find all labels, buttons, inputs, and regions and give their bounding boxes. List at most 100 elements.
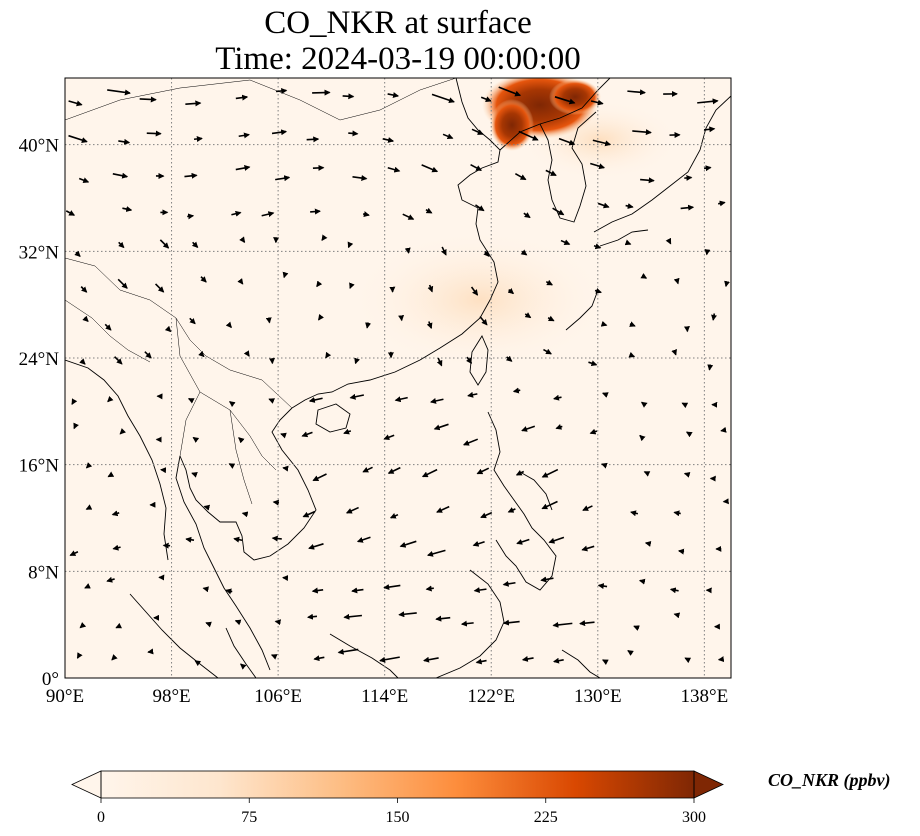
wind-vector bbox=[593, 243, 602, 250]
wind-vector bbox=[238, 132, 250, 139]
wind-vector bbox=[462, 438, 479, 446]
wind-vector bbox=[629, 321, 636, 327]
wind-vector bbox=[523, 212, 531, 219]
wind-vector bbox=[241, 511, 249, 518]
wind-vector bbox=[602, 659, 609, 665]
wind-vector bbox=[122, 206, 133, 212]
concentration-field bbox=[350, 78, 680, 370]
wind-vector bbox=[306, 613, 318, 620]
wind-vector bbox=[588, 360, 598, 367]
wind-vector bbox=[104, 323, 112, 331]
wind-vector bbox=[379, 656, 400, 663]
wind-vector bbox=[271, 129, 288, 136]
wind-vector bbox=[225, 588, 233, 595]
wind-vector bbox=[193, 135, 203, 142]
wind-vector bbox=[554, 96, 576, 105]
wind-vector bbox=[436, 357, 443, 367]
wind-vector bbox=[185, 536, 195, 543]
wind-vector bbox=[582, 505, 593, 511]
y-tick-label: 0° bbox=[42, 669, 59, 690]
wind-vector bbox=[470, 286, 479, 296]
wind-vector bbox=[68, 134, 88, 143]
wind-vector bbox=[318, 313, 325, 321]
wind-vector bbox=[431, 93, 455, 104]
wind-vector bbox=[524, 312, 532, 319]
wind-vector bbox=[707, 364, 714, 371]
faint-plume-east-china-sea bbox=[350, 230, 610, 370]
wind-vector bbox=[301, 431, 313, 438]
wind-vector bbox=[311, 587, 324, 594]
y-tick-label: 16°N bbox=[19, 456, 60, 477]
wind-vector bbox=[590, 99, 604, 106]
wind-vector bbox=[383, 434, 395, 441]
wind-vector bbox=[627, 650, 634, 656]
chart-title-line1: CO_NKR at surface bbox=[264, 5, 532, 41]
wind-vector bbox=[347, 241, 354, 249]
wind-vector bbox=[601, 392, 609, 398]
wind-vector bbox=[518, 130, 539, 141]
colorbar-fill bbox=[101, 771, 694, 798]
wind-vector bbox=[187, 213, 195, 220]
wind-vector bbox=[112, 544, 121, 551]
x-tick-label: 98°E bbox=[152, 686, 190, 707]
wind-vector bbox=[308, 397, 323, 403]
wind-vector bbox=[627, 89, 646, 96]
wind-vector bbox=[144, 351, 152, 359]
colorbar: 0 75 150 225 300 bbox=[71, 770, 724, 826]
wind-vector bbox=[310, 208, 321, 215]
wind-vector bbox=[704, 248, 711, 256]
wind-vector bbox=[505, 355, 513, 362]
wind-vector bbox=[473, 587, 487, 594]
wind-vector bbox=[349, 393, 365, 400]
wind-vector bbox=[243, 350, 250, 357]
wind-vector bbox=[683, 471, 691, 478]
x-tick-label: 114°E bbox=[361, 686, 408, 707]
wind-vector bbox=[669, 587, 679, 594]
wind-vector bbox=[351, 587, 364, 594]
wind-vector bbox=[430, 398, 444, 404]
wind-vector bbox=[703, 126, 716, 133]
x-tick-labels: 90°E 98°E 106°E 114°E 122°E 130°E 138°E bbox=[46, 686, 728, 707]
wind-vector bbox=[520, 249, 528, 256]
map-frame bbox=[64, 77, 732, 679]
wind-vector bbox=[114, 356, 123, 365]
wind-vector bbox=[348, 130, 359, 137]
wind-vector bbox=[203, 504, 211, 511]
wind-vector bbox=[685, 431, 693, 438]
wind-vector bbox=[404, 247, 411, 254]
wind-vector bbox=[394, 396, 408, 403]
wind-vector bbox=[597, 202, 610, 209]
x-tick-label: 106°E bbox=[254, 686, 302, 707]
colorbar-label: CO_NKR (ppbv) bbox=[768, 770, 891, 790]
wind-vector bbox=[579, 620, 595, 627]
wind-vector bbox=[325, 351, 332, 359]
wind-vector bbox=[466, 356, 473, 365]
wind-vector bbox=[545, 279, 554, 286]
wind-vector bbox=[673, 277, 680, 285]
wind-vector bbox=[387, 466, 401, 474]
wind-vector bbox=[476, 467, 490, 475]
wind-vector bbox=[306, 136, 320, 143]
wind-vector bbox=[345, 506, 359, 514]
wind-vector bbox=[387, 166, 401, 173]
y-tick-label: 40°N bbox=[19, 136, 60, 157]
wind-vector bbox=[115, 622, 123, 629]
wind-vector bbox=[202, 586, 210, 593]
x-tick-label: 138°E bbox=[681, 686, 729, 707]
wind-vector bbox=[665, 237, 672, 245]
wind-vector bbox=[558, 137, 576, 146]
wind-vector bbox=[185, 100, 202, 107]
wind-vector bbox=[521, 655, 534, 662]
wind-vector bbox=[516, 538, 530, 545]
wind-vector bbox=[684, 657, 692, 664]
wind-vector bbox=[107, 471, 115, 478]
wind-vector bbox=[119, 428, 126, 435]
country-borders bbox=[65, 78, 457, 505]
wind-vector bbox=[427, 284, 434, 293]
co-hotspot-liaoning bbox=[490, 99, 534, 151]
wind-vector bbox=[441, 246, 447, 256]
wind-vector bbox=[239, 663, 247, 670]
wind-vector bbox=[541, 468, 559, 478]
wind-vector bbox=[316, 280, 323, 288]
wind-vector bbox=[471, 128, 484, 135]
